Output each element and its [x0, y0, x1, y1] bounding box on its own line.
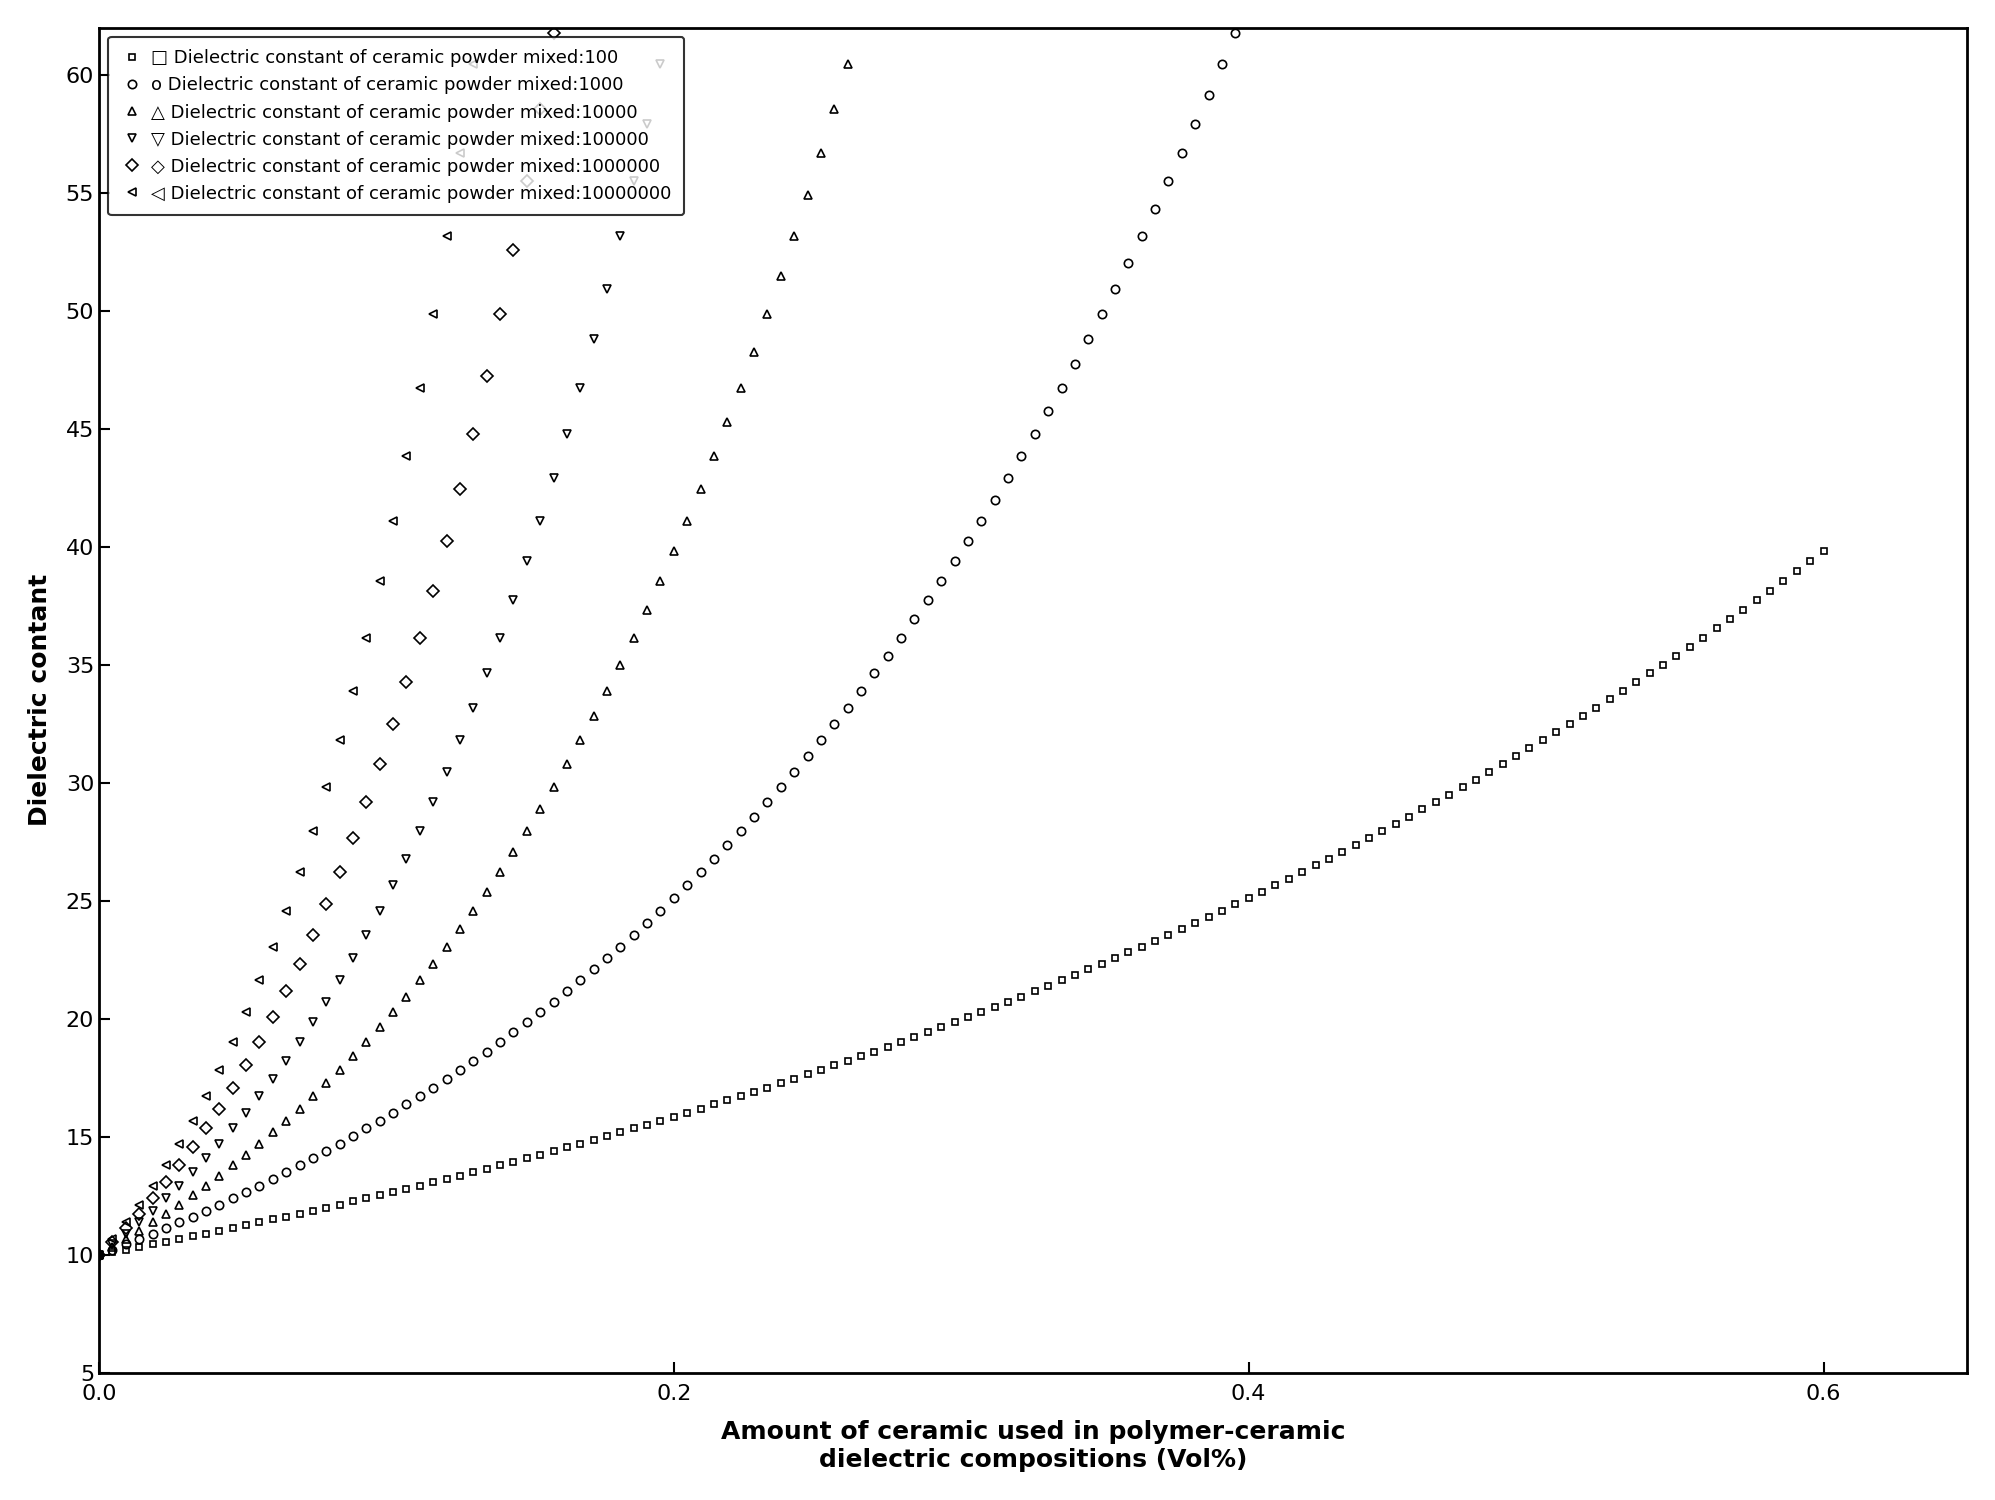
□ Dielectric constant of ceramic powder mixed:100	[1317, 849, 1341, 867]
△ Dielectric constant of ceramic powder mixed:10000	[88, 1245, 112, 1263]
□ Dielectric constant of ceramic powder mixed:100	[1544, 723, 1568, 741]
□ Dielectric constant of ceramic powder mixed:100	[1664, 646, 1688, 664]
□ Dielectric constant of ceramic powder mixed:100	[1811, 543, 1835, 561]
X-axis label: Amount of ceramic used in polymer-ceramic
dielectric compositions (Vol%): Amount of ceramic used in polymer-cerami…	[720, 1420, 1345, 1472]
o Dielectric constant of ceramic powder mixed:1000	[168, 1214, 192, 1231]
□ Dielectric constant of ceramic powder mixed:100	[168, 1230, 192, 1248]
◇ Dielectric constant of ceramic powder mixed:1000000	[168, 1156, 192, 1174]
Line: ▽ Dielectric constant of ceramic powder mixed:100000: ▽ Dielectric constant of ceramic powder …	[96, 0, 1827, 1258]
◁ Dielectric constant of ceramic powder mixed:10000000	[88, 1245, 112, 1263]
Line: o Dielectric constant of ceramic powder mixed:1000: o Dielectric constant of ceramic powder …	[96, 0, 1827, 1258]
□ Dielectric constant of ceramic powder mixed:100	[1023, 982, 1047, 1000]
Line: ◁ Dielectric constant of ceramic powder mixed:10000000: ◁ Dielectric constant of ceramic powder …	[96, 0, 1827, 1258]
Legend: □ Dielectric constant of ceramic powder mixed:100, o Dielectric constant of cera: □ Dielectric constant of ceramic powder …	[108, 38, 684, 214]
Line: △ Dielectric constant of ceramic powder mixed:10000: △ Dielectric constant of ceramic powder …	[96, 0, 1827, 1258]
Line: ◇ Dielectric constant of ceramic powder mixed:1000000: ◇ Dielectric constant of ceramic powder …	[96, 0, 1827, 1258]
▽ Dielectric constant of ceramic powder mixed:100000	[168, 1176, 192, 1194]
o Dielectric constant of ceramic powder mixed:1000	[88, 1245, 112, 1263]
□ Dielectric constant of ceramic powder mixed:100	[1598, 690, 1622, 708]
◁ Dielectric constant of ceramic powder mixed:10000000	[168, 1134, 192, 1152]
▽ Dielectric constant of ceramic powder mixed:100000	[88, 1245, 112, 1263]
o Dielectric constant of ceramic powder mixed:1000	[1023, 424, 1047, 442]
Y-axis label: Dielectric contant: Dielectric contant	[28, 574, 52, 826]
△ Dielectric constant of ceramic powder mixed:10000	[168, 1196, 192, 1214]
Line: □ Dielectric constant of ceramic powder mixed:100: □ Dielectric constant of ceramic powder …	[96, 548, 1827, 1258]
◇ Dielectric constant of ceramic powder mixed:1000000	[88, 1245, 112, 1263]
□ Dielectric constant of ceramic powder mixed:100	[88, 1245, 112, 1263]
